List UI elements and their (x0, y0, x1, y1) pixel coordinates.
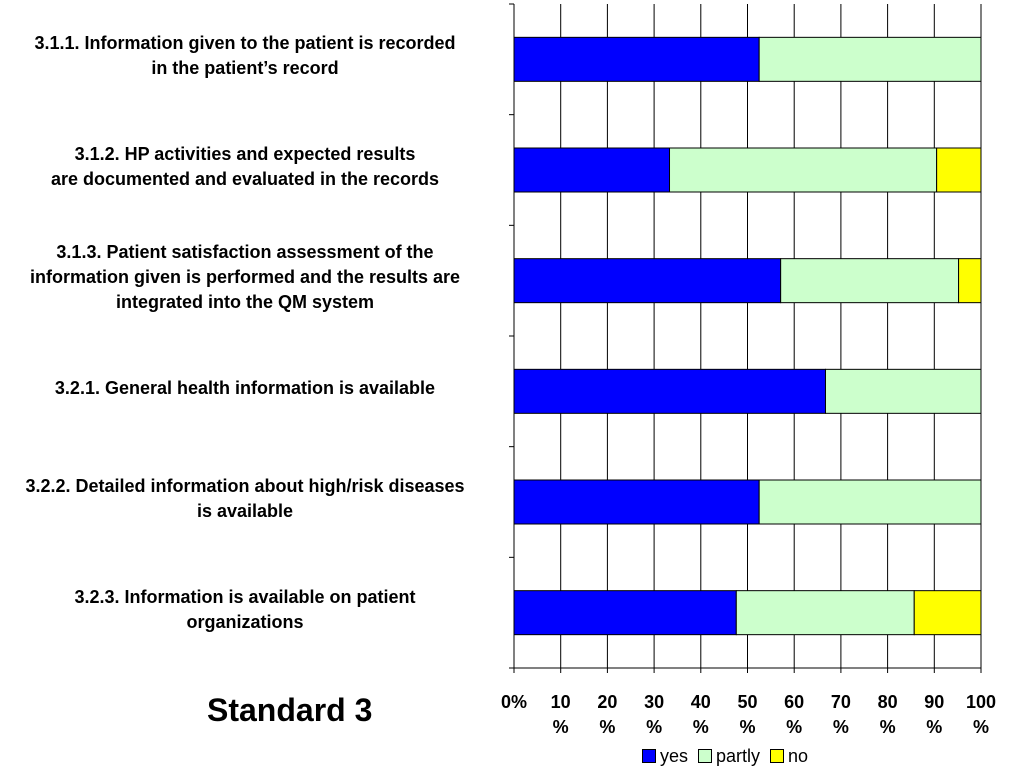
x-tick-label-line: % (972, 717, 989, 737)
x-tick-label-line: % (646, 717, 663, 737)
category-label: 3.1.2. HP activities and expected result… (0, 142, 495, 192)
bar-partly (780, 258, 960, 304)
grid-lines (560, 4, 982, 668)
category-label: 3.2.2. Detailed information about high/r… (0, 474, 495, 524)
legend-label: partly (716, 746, 761, 766)
x-tick-label-line: 90 (924, 692, 945, 712)
x-tick-label-line: % (926, 717, 943, 737)
category-label: 3.2.1. General health information is ava… (0, 376, 495, 401)
bar-yes (513, 147, 671, 193)
legend-item-no: no (770, 745, 808, 767)
x-tick-label-line: 10 (550, 692, 571, 712)
x-tick-label: 30% (634, 690, 674, 740)
category-label-line: 3.1.2. HP activities and expected result… (74, 144, 416, 164)
category-label-line: 3.2.2. Detailed information about high/r… (25, 476, 465, 496)
legend-item-partly: partly (698, 745, 760, 767)
category-label-line: 3.2.1. General health information is ava… (54, 377, 436, 398)
bar-partly (758, 36, 982, 82)
bar-partly (735, 590, 915, 636)
x-tick-label: 10% (541, 690, 581, 740)
x-tick-label: 70% (821, 690, 861, 740)
x-tick-label-line: % (832, 717, 849, 737)
x-tick-label: 60% (774, 690, 814, 740)
category-label-line: is available (196, 501, 294, 521)
x-tick-label-line: % (599, 717, 616, 737)
bar-yes (513, 479, 760, 525)
category-label-line: 3.1.3. Patient satisfaction assessment o… (56, 242, 434, 263)
x-tick-label-line: 50 (737, 692, 758, 712)
x-tick-label-line: 20 (597, 692, 618, 712)
x-tick-label: 20% (587, 690, 627, 740)
x-tick-label-line: 60 (784, 692, 805, 712)
legend-swatch (698, 749, 713, 763)
category-label-line: 3.2.3. Information is available on patie… (74, 586, 416, 607)
bar-yes (513, 590, 737, 636)
x-tick-label: 0% (494, 690, 534, 715)
x-tick-label-line: % (879, 717, 896, 737)
category-label: 3.2.3. Information is available on patie… (0, 585, 495, 635)
x-tick-label-line: 30 (644, 692, 665, 712)
bar-partly (669, 147, 938, 193)
category-label: 3.1.1. Information given to the patient … (0, 31, 495, 81)
x-tick-label-line: 100 (965, 692, 997, 712)
category-label-line: information given is performed and the r… (29, 267, 461, 288)
x-tick-label-line: 70 (830, 692, 851, 712)
category-label-line: are documented and evaluated in the reco… (50, 169, 440, 189)
bar-partly (758, 479, 982, 525)
axes (509, 3, 982, 673)
legend-swatch (770, 749, 785, 763)
category-label-line: integrated into the QM system (115, 292, 375, 313)
legend-label: yes (660, 746, 689, 766)
x-tick-label-line: % (692, 717, 709, 737)
legend-item-yes: yes (642, 745, 688, 767)
bar-yes (513, 36, 760, 82)
bar-yes (513, 258, 782, 304)
bar-no (936, 147, 982, 193)
category-label: 3.1.3. Patient satisfaction assessment o… (0, 240, 495, 315)
x-tick-label-line: % (739, 717, 756, 737)
x-tick-label-line: % (786, 717, 803, 737)
x-tick-label-line: % (552, 717, 569, 737)
bar-no (913, 590, 982, 636)
x-tick-label-line: 0% (500, 692, 527, 712)
x-tick-label-line: 40 (690, 692, 711, 712)
x-tick-label-line: 80 (877, 692, 898, 712)
category-label-line: 3.1.1. Information given to the patient … (34, 33, 456, 54)
x-tick-label: 100% (961, 690, 1001, 740)
legend: yes partly no (642, 745, 818, 767)
x-tick-label: 80% (868, 690, 908, 740)
legend-label: no (788, 746, 809, 766)
x-tick-label: 50% (728, 690, 768, 740)
category-label-line: in the patient’s record (151, 58, 339, 79)
bar-yes (513, 368, 826, 414)
bar-partly (824, 368, 982, 414)
x-tick-label: 90% (914, 690, 954, 740)
x-tick-label: 40% (681, 690, 721, 740)
chart-title: Standard 3 (207, 692, 373, 728)
legend-swatch (642, 749, 656, 763)
category-label-line: organizations (186, 611, 304, 632)
bar-group (513, 36, 982, 636)
bar-no (958, 258, 982, 304)
